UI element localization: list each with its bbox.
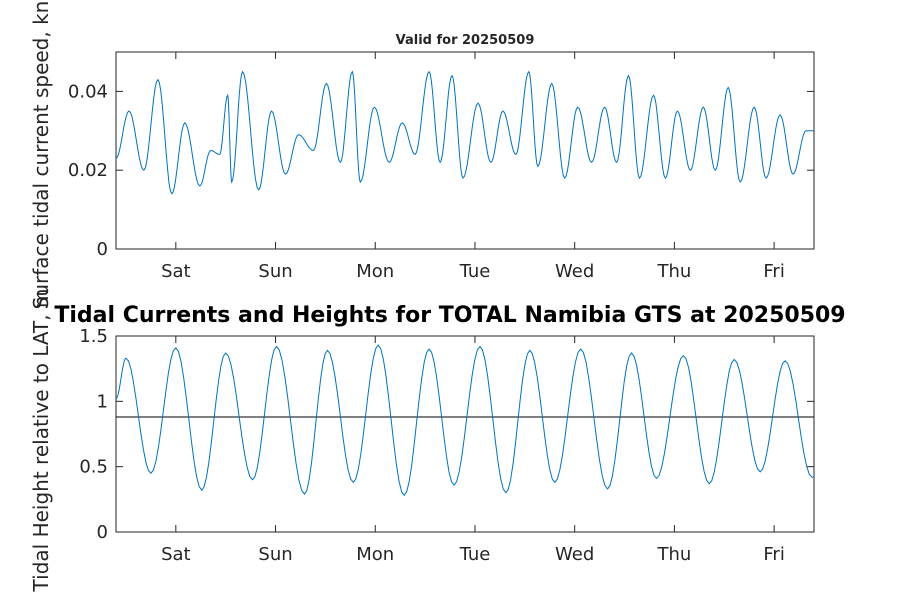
tidal-height-xtick-label: Thu [656,544,691,565]
current-speed-axes: Valid for 20250509 0 0.02 0.04 Sat Sun Mon Tu… [68,33,815,282]
current-speed-plot-area [115,51,815,250]
current-speed-ylabel: Surface tidal current speed, kn [29,1,53,310]
tidal-height-ytick-label: 0.5 [79,457,108,478]
current-speed-ytick-label: 0 [97,239,108,260]
figure-main-title: Tidal Currents and Heights for TOTAL Nam… [54,303,845,328]
current-speed-ytick-labels: 0 0.02 0.04 [68,81,108,260]
tidal-height-plot-area [115,335,815,533]
tidal-height-ytick-label: 1.5 [79,326,108,347]
current-speed-title: Valid for 20250509 [396,33,535,48]
current-speed-xtick-label: Sat [161,261,191,282]
tidal-height-xtick-label: Sat [161,544,191,565]
tidal-height-ytick-label: 1 [97,391,108,412]
tidal-height-axes: 0 0.5 1 1.5 Sat Sun Mon Tue Wed Thu Fri [79,326,815,565]
tidal-height-ylabel: Tidal Height relative to LAT, m [29,289,53,593]
current-speed-xtick-labels: Sat Sun Mon Tue Wed Thu Fri [161,261,785,282]
tidal-height-xtick-label: Mon [356,544,394,565]
tidal-height-xtick-labels: Sat Sun Mon Tue Wed Thu Fri [161,544,785,565]
current-speed-xtick-label: Thu [656,261,691,282]
current-speed-ticks [116,52,814,250]
tidal-height-ticks [116,335,814,533]
current-speed-xtick-label: Sun [258,261,292,282]
current-speed-xtick-label: Wed [555,261,594,282]
tidal-height-ytick-label: 0 [97,522,108,543]
tidal-height-xtick-label: Sun [258,544,292,565]
tidal-height-xtick-label: Fri [763,544,784,565]
tidal-height-xtick-label: Wed [555,544,594,565]
current-speed-ytick-label: 0.04 [68,81,108,102]
current-speed-xtick-label: Mon [356,261,394,282]
current-speed-xtick-label: Tue [459,261,491,282]
tidal-height-xtick-label: Tue [459,544,491,565]
tidal-height-ytick-labels: 0 0.5 1 1.5 [79,326,108,543]
current-speed-ytick-label: 0.02 [68,160,108,181]
tidal-height-series-line [115,344,814,497]
current-speed-series-line [115,70,814,195]
current-speed-xtick-label: Fri [763,261,784,282]
